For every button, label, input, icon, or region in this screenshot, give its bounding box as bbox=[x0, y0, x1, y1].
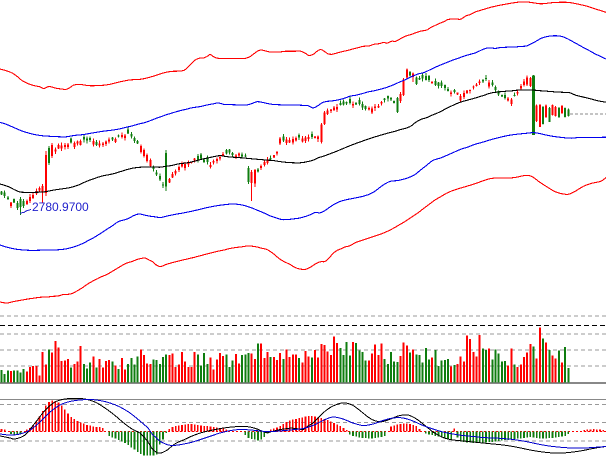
svg-text:2780.9700: 2780.9700 bbox=[32, 200, 89, 214]
